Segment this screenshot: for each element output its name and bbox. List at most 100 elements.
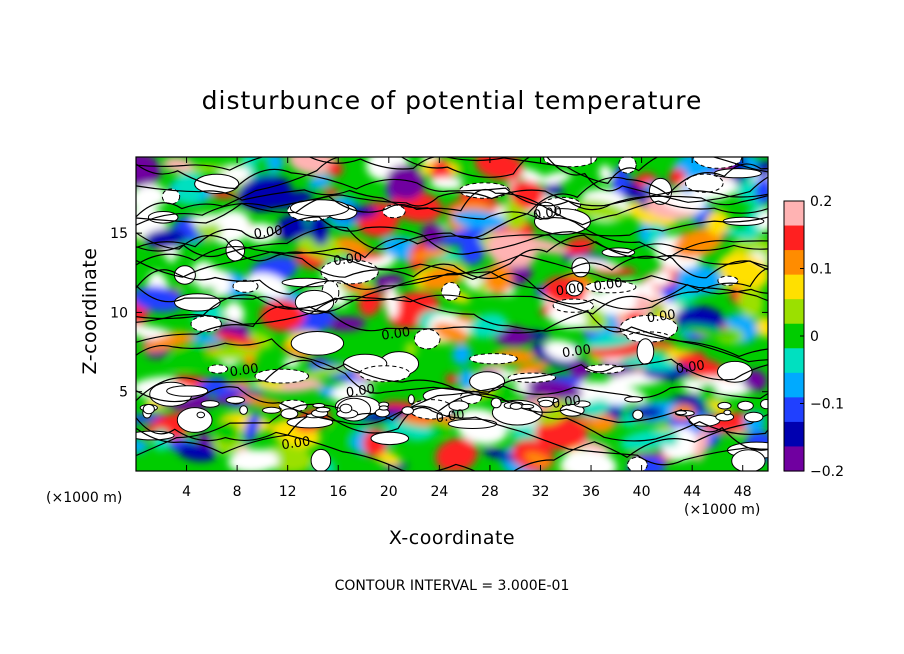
contour-cell	[469, 353, 518, 365]
field-cell	[524, 452, 552, 467]
contour-cell	[370, 431, 410, 446]
field-cell	[430, 177, 464, 190]
contour-cell	[315, 406, 331, 413]
field-cell	[213, 419, 240, 444]
contour-cell	[490, 397, 502, 409]
x-tick-label: 44	[683, 484, 701, 500]
y-axis: 5 10 15	[110, 226, 768, 401]
contour-cell	[200, 400, 220, 408]
contour-cell	[173, 265, 196, 285]
zero-contour-line	[136, 359, 768, 442]
field-cell	[296, 236, 345, 261]
x-tick-label: 40	[633, 484, 651, 500]
contour-cell	[413, 328, 441, 350]
contour-cell	[573, 400, 591, 408]
contour-label: 0.00	[675, 358, 706, 377]
zero-contour-line	[136, 338, 768, 394]
colorbar-swatch	[784, 446, 804, 472]
contour-cell	[459, 182, 510, 199]
field-cell	[706, 209, 730, 236]
field-cell	[358, 287, 382, 317]
colorbar-tick-label: 0.1	[810, 262, 832, 278]
field-cell	[301, 364, 356, 378]
field-cell	[177, 443, 217, 462]
contour-cell	[685, 173, 724, 193]
field-cell	[162, 157, 194, 173]
zero-contour-line	[136, 216, 768, 255]
field-cell	[435, 437, 478, 471]
field-cell	[173, 170, 205, 205]
contour-cell	[744, 411, 764, 423]
contour-label: 0.00	[561, 342, 592, 361]
contour-cell	[448, 400, 470, 412]
contour-label: 0.00	[253, 223, 284, 242]
field-cell	[169, 345, 210, 370]
contour-cell	[262, 406, 281, 414]
field-cell	[373, 274, 405, 288]
zero-contour-line	[136, 269, 768, 302]
colorbar-swatch	[784, 323, 804, 349]
colorbar-swatch	[784, 421, 804, 448]
contour-cell	[648, 177, 673, 205]
contour-label: 0.00	[345, 382, 376, 401]
x-axis-label: X-coordinate	[388, 527, 516, 549]
colorbar-tick-label: −0.2	[810, 464, 844, 480]
contour-label: 0.00	[532, 204, 563, 223]
zero-contour-line	[136, 285, 768, 363]
field-cell	[738, 286, 764, 319]
field-cell	[757, 209, 768, 232]
field-cell	[514, 361, 549, 377]
z-unit-label: (×1000 m)	[46, 490, 123, 506]
field-cell	[264, 191, 314, 210]
contour-cell	[359, 365, 411, 383]
contour-label: 0.00	[381, 325, 412, 344]
field-cell	[540, 171, 572, 185]
zero-contour-line	[136, 185, 768, 226]
contour-cell	[441, 282, 461, 301]
field-cell	[213, 331, 261, 349]
plot-frame	[135, 156, 769, 472]
contour-cell	[290, 331, 345, 356]
x-tick-label: 8	[233, 484, 242, 500]
contour-cell	[312, 403, 326, 408]
contour-cell	[190, 315, 222, 333]
field-cell	[194, 220, 223, 239]
contour-lines	[136, 157, 768, 471]
field-cell	[569, 359, 592, 380]
field-cell	[474, 157, 524, 181]
zero-contour-line	[136, 163, 768, 258]
zero-contour-line	[136, 189, 768, 279]
x-tick-label: 28	[481, 484, 499, 500]
contour-cell	[469, 371, 506, 392]
contour-label: 0.00	[555, 280, 586, 299]
contour-cell	[737, 400, 754, 411]
contour-cell	[310, 448, 332, 471]
y-tick-label: 5	[119, 385, 128, 401]
field-cell	[385, 164, 425, 200]
contour-cell	[731, 449, 766, 471]
contour-cell	[543, 157, 598, 168]
colorbar-swatch	[784, 274, 804, 300]
field-cell	[228, 449, 279, 471]
contour-cell	[382, 204, 406, 219]
field-cell	[725, 227, 757, 241]
field-cell	[336, 236, 370, 255]
plot-area: 0.00 0.00 0.00 0.00 0.00 0.00 0.00 0.00 0.00 0.00…	[135, 156, 769, 472]
field-cell	[327, 161, 343, 177]
contour-labels: 0.00 0.00 0.00 0.00 0.00 0.00 0.00 0.00 0.00 0.00…	[229, 204, 706, 453]
field-cell	[260, 299, 305, 332]
chart-title: disturbunce of potential temperature	[201, 86, 703, 115]
zero-contour-line	[136, 413, 768, 471]
field-cell	[136, 157, 162, 188]
field-cell	[429, 421, 451, 435]
field-cell	[468, 313, 508, 339]
field-cell	[201, 286, 217, 296]
contour-cell	[232, 279, 259, 293]
contour-cell	[280, 408, 299, 420]
contour-cell	[176, 407, 213, 433]
x-tick-label: 16	[329, 484, 347, 500]
field-cell	[625, 201, 676, 227]
contour-label: 0.00	[281, 434, 312, 453]
contour-cell	[239, 405, 249, 415]
field-cell	[385, 286, 399, 319]
